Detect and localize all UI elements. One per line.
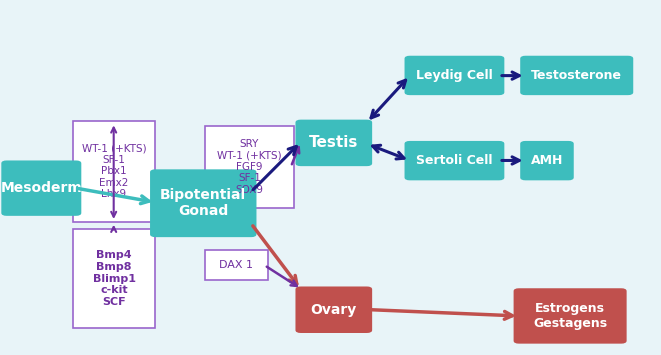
Text: AMH: AMH: [531, 154, 563, 167]
FancyBboxPatch shape: [405, 141, 504, 180]
FancyBboxPatch shape: [514, 288, 627, 344]
Text: WT-1 (+KTS)
SF-1
Pbx1
Emx2
Lhx9: WT-1 (+KTS) SF-1 Pbx1 Emx2 Lhx9: [82, 143, 146, 200]
Text: SRY
WT-1 (+KTS)
FGF9
SF-1
SOX9: SRY WT-1 (+KTS) FGF9 SF-1 SOX9: [217, 139, 282, 195]
FancyBboxPatch shape: [73, 121, 155, 222]
FancyBboxPatch shape: [150, 169, 256, 237]
Text: Sertoli Cell: Sertoli Cell: [416, 154, 492, 167]
FancyBboxPatch shape: [205, 250, 268, 280]
Text: Estrogens
Gestagens: Estrogens Gestagens: [533, 302, 607, 330]
FancyBboxPatch shape: [1, 160, 81, 216]
Text: Bipotential
Gonad: Bipotential Gonad: [160, 188, 247, 218]
Text: Testis: Testis: [309, 135, 358, 151]
Text: DAX 1: DAX 1: [219, 260, 253, 271]
Text: Leydig Cell: Leydig Cell: [416, 69, 493, 82]
FancyBboxPatch shape: [520, 56, 633, 95]
FancyBboxPatch shape: [205, 126, 294, 208]
FancyBboxPatch shape: [295, 120, 372, 166]
Text: Testosterone: Testosterone: [531, 69, 622, 82]
FancyBboxPatch shape: [73, 229, 155, 328]
Text: Bmp4
Bmp8
Blimp1
c-kit
SCF: Bmp4 Bmp8 Blimp1 c-kit SCF: [93, 251, 136, 307]
Text: Ovary: Ovary: [311, 303, 357, 317]
FancyBboxPatch shape: [295, 286, 372, 333]
FancyBboxPatch shape: [405, 56, 504, 95]
Text: Mesoderm: Mesoderm: [1, 181, 82, 195]
FancyBboxPatch shape: [520, 141, 574, 180]
